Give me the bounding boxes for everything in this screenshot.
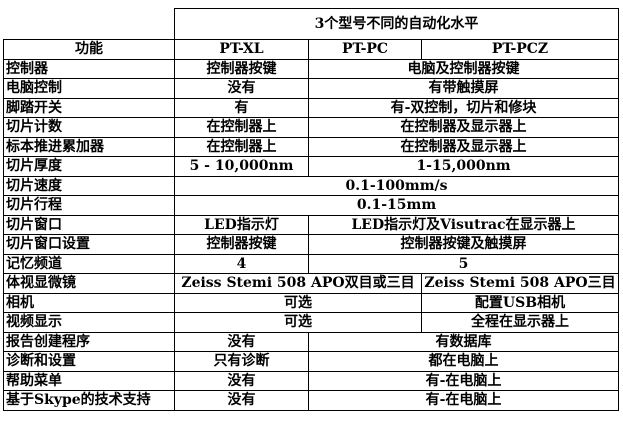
row-label: 控制器 xyxy=(3,58,175,79)
row-cell: Zeiss Stemi 508 APO双目或三目 xyxy=(174,273,422,294)
table-row: 记忆频道 4 5 xyxy=(3,253,619,274)
row-label: 帮助菜单 xyxy=(3,370,175,391)
row-label: 诊断和设置 xyxy=(3,351,175,372)
row-cell: 在控制器上 xyxy=(174,136,309,157)
row-label: 电脑控制 xyxy=(3,78,175,99)
table-row: 切片厚度 5 - 10,000nm 1-15,000nm xyxy=(3,156,619,177)
table-row: 报告创建程序 没有 有数据库 xyxy=(3,331,619,352)
row-cell: 没有 xyxy=(174,370,309,391)
table-row: 基于Skype的技术支持 没有 有-在电脑上 xyxy=(3,390,619,411)
row-cell: LED指示灯 xyxy=(174,214,309,235)
row-cell: 只有诊断 xyxy=(174,351,309,372)
table-row: 切片行程 0.1-15mm xyxy=(3,195,619,216)
row-cell: Zeiss Stemi 508 APO三目 xyxy=(421,273,619,294)
row-label: 相机 xyxy=(3,292,175,313)
row-cell: 全程在显示器上 xyxy=(421,312,619,333)
row-label: 记忆频道 xyxy=(3,253,175,274)
row-cell: 控制器按键及触摸屏 xyxy=(308,234,619,255)
row-label: 切片厚度 xyxy=(3,156,175,177)
table-row: 标本推进累加器 在控制器上 在控制器及显示器上 xyxy=(3,136,619,157)
table-row: 视频显示 可选 全程在显示器上 xyxy=(3,312,619,333)
header-pt-xl: PT-XL xyxy=(174,39,309,60)
header-pt-pcz: PT-PCZ xyxy=(421,39,619,60)
table-row: 切片窗口 LED指示灯 LED指示灯及Visutrac在显示器上 xyxy=(3,214,619,235)
row-label: 切片窗口设置 xyxy=(3,234,175,255)
row-cell: 有数据库 xyxy=(308,331,619,352)
row-label: 切片计数 xyxy=(3,117,175,138)
row-cell: 有带触摸屏 xyxy=(308,78,619,99)
header-pt-pc: PT-PC xyxy=(308,39,422,60)
row-label: 报告创建程序 xyxy=(3,331,175,352)
row-cell: 没有 xyxy=(174,390,309,411)
table-row: 切片计数 在控制器上 在控制器及显示器上 xyxy=(3,117,619,138)
row-cell: 5 - 10,000nm xyxy=(174,156,309,177)
table-row: 控制器 控制器按键 电脑及控制器按键 xyxy=(3,58,619,79)
row-cell: 有-双控制，切片和修块 xyxy=(308,97,619,118)
header-feature: 功能 xyxy=(3,39,175,60)
row-label: 标本推进累加器 xyxy=(3,136,175,157)
row-label: 脚踏开关 xyxy=(3,97,175,118)
table-row: 体视显微镜 Zeiss Stemi 508 APO双目或三目 Zeiss Stemi… xyxy=(3,273,619,294)
row-cell: 没有 xyxy=(174,331,309,352)
row-cell: 有-在电脑上 xyxy=(308,390,619,411)
row-cell: 控制器按键 xyxy=(174,58,309,79)
row-label: 视频显示 xyxy=(3,312,175,333)
model-comparison-table: 3个型号不同的自动化水平 功能 PT-XL PT-PC PT-PCZ 控制器 控制… xyxy=(3,8,619,411)
row-cell: 在控制器上 xyxy=(174,117,309,138)
row-label: 切片窗口 xyxy=(3,214,175,235)
row-cell: 5 xyxy=(308,253,619,274)
row-cell: LED指示灯及Visutrac在显示器上 xyxy=(308,214,619,235)
row-cell: 有-在电脑上 xyxy=(308,370,619,391)
table-row: 切片窗口设置 控制器按键 控制器按键及触摸屏 xyxy=(3,234,619,255)
row-cell: 4 xyxy=(174,253,309,274)
row-cell: 配置USB相机 xyxy=(421,292,619,313)
table-row: 电脑控制 没有 有带触摸屏 xyxy=(3,78,619,99)
header-row: 功能 PT-XL PT-PC PT-PCZ xyxy=(3,39,619,60)
row-cell: 在控制器及显示器上 xyxy=(308,117,619,138)
row-cell: 有 xyxy=(174,97,309,118)
row-cell: 控制器按键 xyxy=(174,234,309,255)
row-cell: 没有 xyxy=(174,78,309,99)
blank-corner xyxy=(3,8,175,40)
table-row: 诊断和设置 只有诊断 都在电脑上 xyxy=(3,351,619,372)
row-cell: 可选 xyxy=(174,312,422,333)
row-label: 体视显微镜 xyxy=(3,273,175,294)
row-cell: 在控制器及显示器上 xyxy=(308,136,619,157)
row-cell: 都在电脑上 xyxy=(308,351,619,372)
row-cell: 0.1-100mm/s xyxy=(174,175,619,196)
row-label: 切片速度 xyxy=(3,175,175,196)
table-row: 切片速度 0.1-100mm/s xyxy=(3,175,619,196)
table-title: 3个型号不同的自动化水平 xyxy=(174,8,619,40)
row-cell: 可选 xyxy=(174,292,422,313)
table-row: 相机 可选 配置USB相机 xyxy=(3,292,619,313)
row-label: 切片行程 xyxy=(3,195,175,216)
title-row: 3个型号不同的自动化水平 xyxy=(3,8,619,40)
row-cell: 1-15,000nm xyxy=(308,156,619,177)
table-row: 帮助菜单 没有 有-在电脑上 xyxy=(3,370,619,391)
row-label: 基于Skype的技术支持 xyxy=(3,390,175,411)
row-cell: 电脑及控制器按键 xyxy=(308,58,619,79)
row-cell: 0.1-15mm xyxy=(174,195,619,216)
table-row: 脚踏开关有有-双控制，切片和修块 xyxy=(3,97,619,118)
